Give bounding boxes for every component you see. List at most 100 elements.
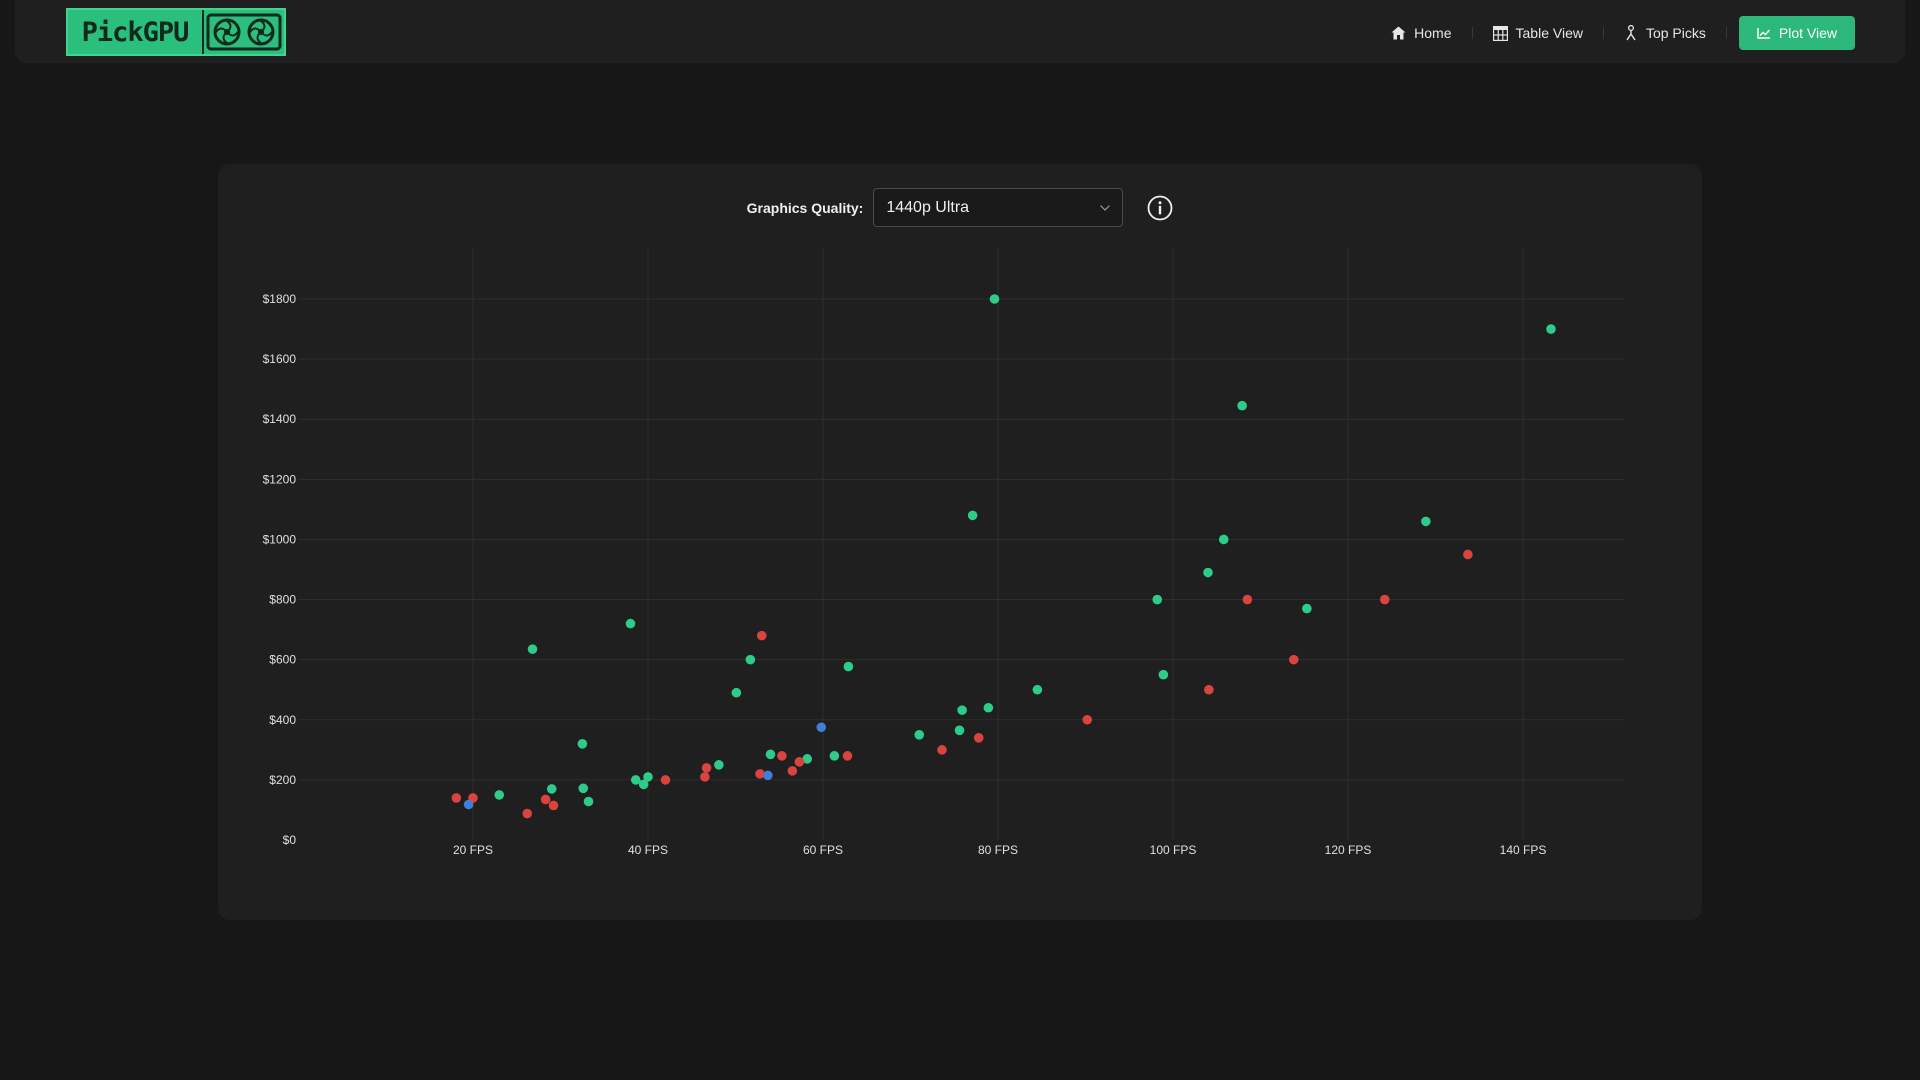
data-point-red bbox=[540, 794, 551, 805]
nav-plot-view[interactable]: Plot View bbox=[1738, 16, 1855, 50]
data-point-green bbox=[802, 754, 813, 764]
x-tick-label: 20 FPS bbox=[453, 843, 493, 857]
data-point-red bbox=[755, 769, 765, 779]
y-tick-label: $1600 bbox=[263, 352, 297, 366]
gpu-card-icon bbox=[204, 10, 284, 54]
y-tick-label: $1800 bbox=[263, 292, 297, 306]
x-tick-label: 100 FPS bbox=[1150, 843, 1197, 857]
price-fps-scatter-chart: $0 $200 $400 $600 $800 $1000 $1200 $1400 $1600 $1… bbox=[263, 248, 1624, 857]
chevron-down-icon bbox=[1100, 204, 1111, 211]
data-point-red bbox=[937, 745, 947, 755]
data-point-green bbox=[1032, 684, 1043, 695]
data-point-green bbox=[625, 618, 636, 629]
data-point-green bbox=[1158, 669, 1169, 680]
info-icon[interactable] bbox=[1147, 195, 1173, 221]
data-point-green bbox=[989, 294, 1000, 304]
data-point-green bbox=[829, 751, 840, 761]
table-icon bbox=[1492, 25, 1508, 41]
nav-menu: Home Table View Top Picks bbox=[1377, 16, 1855, 50]
nav-home-label: Home bbox=[1414, 25, 1452, 41]
data-point-red bbox=[1379, 594, 1390, 605]
data-point-red bbox=[522, 808, 533, 819]
graphics-quality-label: Graphics Quality: bbox=[746, 199, 864, 216]
logo-text: PickGPU bbox=[68, 10, 204, 54]
data-point-red bbox=[973, 733, 984, 743]
nav-top-picks[interactable]: Top Picks bbox=[1610, 16, 1720, 50]
data-point-green bbox=[546, 784, 557, 794]
data-point-green bbox=[1546, 324, 1556, 334]
nav-table-view[interactable]: Table View bbox=[1479, 16, 1597, 50]
data-point-green bbox=[745, 654, 756, 665]
data-point-green bbox=[1302, 603, 1312, 614]
x-tick-label: 40 FPS bbox=[628, 843, 668, 857]
podium-icon bbox=[1626, 25, 1636, 41]
line-chart-icon bbox=[1757, 28, 1770, 39]
data-point-green bbox=[578, 783, 589, 794]
data-point-green bbox=[714, 760, 724, 770]
nav-divider bbox=[1725, 27, 1727, 39]
data-point-red bbox=[451, 793, 462, 803]
data-point-green bbox=[957, 705, 967, 715]
data-point-green bbox=[731, 687, 742, 698]
data-point-red bbox=[1288, 654, 1299, 665]
data-point-green bbox=[967, 510, 978, 521]
data-point-green bbox=[954, 725, 965, 736]
data-point-green bbox=[643, 772, 653, 782]
data-point-green bbox=[638, 779, 649, 790]
y-tick-label: $400 bbox=[269, 713, 296, 727]
pickgpu-logo[interactable]: PickGPU bbox=[66, 8, 286, 56]
data-point-green bbox=[983, 702, 994, 713]
x-tick-label: 80 FPS bbox=[978, 843, 1018, 857]
data-point-green bbox=[843, 661, 854, 672]
y-tick-label: $1400 bbox=[263, 412, 297, 426]
nav-top-picks-label: Top Picks bbox=[1645, 25, 1706, 41]
data-point-blue bbox=[463, 799, 474, 810]
y-tick-label: $800 bbox=[269, 593, 296, 607]
data-point-green bbox=[527, 644, 538, 654]
data-point-red bbox=[660, 775, 671, 785]
data-point-green bbox=[577, 739, 588, 749]
y-tick-label: $0 bbox=[283, 833, 297, 847]
data-point-green bbox=[494, 790, 505, 800]
data-point-green bbox=[1203, 567, 1213, 578]
y-tick-label: $200 bbox=[269, 773, 296, 787]
data-point-green bbox=[1421, 516, 1431, 527]
nav-table-view-label: Table View bbox=[1515, 25, 1583, 41]
data-point-green bbox=[914, 730, 925, 740]
nav-divider bbox=[1602, 27, 1604, 39]
x-tick-label: 140 FPS bbox=[1500, 843, 1547, 857]
data-point-red bbox=[787, 766, 798, 776]
quality-selector-row: Graphics Quality: 1440p Ultra bbox=[218, 188, 1702, 227]
data-point-red bbox=[1242, 594, 1253, 605]
nav-plot-view-label: Plot View bbox=[1778, 25, 1837, 41]
data-point-red bbox=[794, 757, 805, 767]
top-navbar: PickGPU Home bbox=[15, 0, 1905, 63]
graphics-quality-value: 1440p Ultra bbox=[886, 198, 970, 216]
data-point-red bbox=[1204, 684, 1214, 695]
home-icon bbox=[1391, 26, 1406, 40]
data-point-green bbox=[630, 775, 641, 785]
data-point-green bbox=[583, 796, 594, 807]
data-point-red bbox=[1082, 714, 1093, 725]
graphics-quality-select[interactable]: 1440p Ultra bbox=[873, 188, 1124, 227]
y-tick-label: $1200 bbox=[263, 472, 297, 486]
y-tick-label: $600 bbox=[269, 653, 296, 667]
data-point-red bbox=[701, 763, 712, 773]
data-point-green bbox=[765, 749, 776, 760]
data-point-red bbox=[548, 800, 559, 811]
data-point-red bbox=[842, 751, 853, 761]
plot-panel: Graphics Quality: 1440p Ultra $0 $200 $400… bbox=[218, 164, 1702, 920]
x-tick-label: 60 FPS bbox=[803, 843, 843, 857]
nav-home[interactable]: Home bbox=[1377, 16, 1465, 50]
data-point-green bbox=[1152, 594, 1163, 605]
x-tick-label: 120 FPS bbox=[1325, 843, 1372, 857]
data-point-red bbox=[756, 630, 767, 641]
nav-divider bbox=[1471, 27, 1473, 39]
data-point-green bbox=[1237, 400, 1247, 411]
data-point-blue bbox=[763, 770, 773, 781]
data-point-red bbox=[700, 772, 710, 782]
data-point-blue bbox=[816, 722, 827, 733]
y-tick-label: $1000 bbox=[263, 532, 297, 546]
data-point-green bbox=[1218, 534, 1229, 545]
data-point-red bbox=[1463, 549, 1473, 560]
